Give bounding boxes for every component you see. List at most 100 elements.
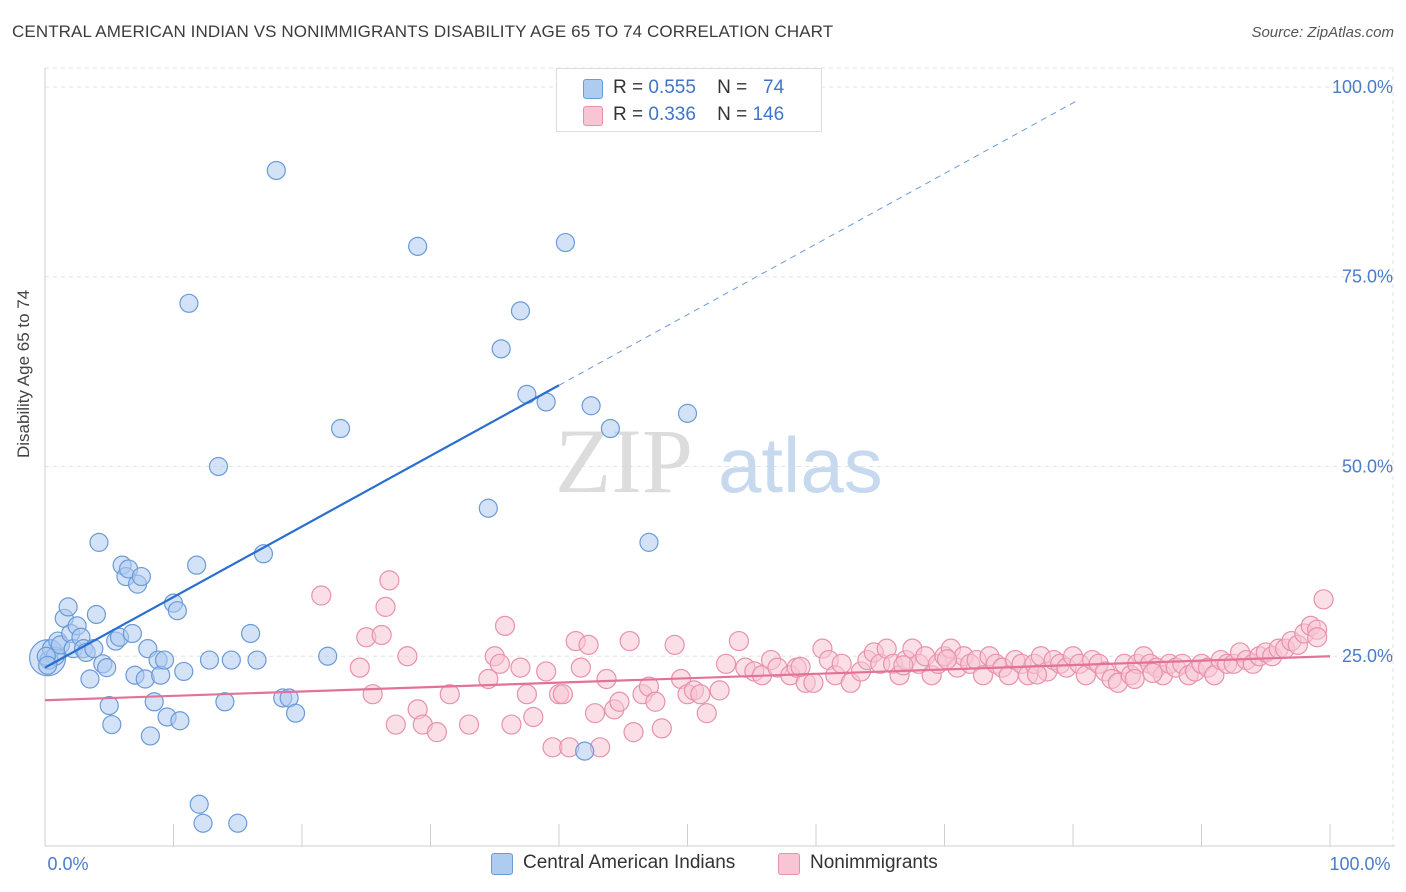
central-american-indians-point xyxy=(408,236,428,256)
chart-title: CENTRAL AMERICAN INDIAN VS NONIMMIGRANTS… xyxy=(12,22,834,41)
legend-n-label: N = xyxy=(717,104,748,125)
central-american-indians-point xyxy=(581,396,601,416)
central-american-indians-point xyxy=(215,692,235,712)
nonimmigrants-point xyxy=(426,722,448,743)
central-american-indians-point xyxy=(170,711,190,731)
source-credit: Source: ZipAtlas.com xyxy=(1251,24,1394,41)
nonimmigrants-point xyxy=(439,684,460,705)
nonimmigrants-point xyxy=(311,585,332,606)
central-american-indians-point xyxy=(122,623,142,644)
central-american-indians-point xyxy=(266,160,286,181)
nonimmigrants-point xyxy=(728,630,750,652)
central-american-indians-point xyxy=(174,661,194,682)
central-american-indians-point xyxy=(193,813,213,833)
nonimmigrants-points xyxy=(311,570,1334,758)
nonimmigrants-point xyxy=(489,653,510,674)
central-american-indians-points xyxy=(28,160,698,833)
nonimmigrants-point xyxy=(349,657,370,678)
nonimmigrants-point xyxy=(501,714,522,735)
central-american-indians-point xyxy=(154,650,175,670)
central-american-indians-point xyxy=(318,646,338,666)
nonimmigrants-point xyxy=(651,718,672,739)
central-american-indians-point xyxy=(600,418,621,439)
legend-r-value-2: 0.336 xyxy=(648,104,696,125)
tick-labels: 25.0% 50.0% 75.0% 100.0% 0.0% 100.0% xyxy=(47,77,1393,874)
legend-swatch-pink xyxy=(583,106,603,126)
nonimmigrants-point xyxy=(536,661,557,682)
central-american-indians-point xyxy=(208,456,229,477)
central-american-indians-point xyxy=(677,403,698,423)
central-american-indians-point xyxy=(99,695,119,716)
bottom-legend-swatch-pink xyxy=(778,853,800,875)
nonimmigrants-point xyxy=(596,668,617,690)
nonimmigrants-point xyxy=(458,714,480,735)
nonimmigrants-point xyxy=(362,684,383,705)
central-american-indians-point xyxy=(86,604,107,625)
nonimmigrants-point xyxy=(371,624,392,646)
central-american-indians-point xyxy=(247,650,267,670)
nonimmigrants-point xyxy=(709,680,730,701)
central-american-indians-point xyxy=(131,566,151,587)
nonimmigrants-point xyxy=(609,691,630,712)
nonimmigrants-point xyxy=(385,714,406,735)
y-tick-label: 75.0% xyxy=(1342,267,1393,287)
bottom-legend-label-2: Nonimmigrants xyxy=(810,852,938,873)
watermark-atlas: atlas xyxy=(718,421,883,509)
legend-swatch-blue xyxy=(583,79,603,99)
y-axis-label: Disability Age 65 to 74 xyxy=(14,289,33,458)
nonimmigrants-point xyxy=(619,630,640,652)
x-tick-label: 0.0% xyxy=(47,854,88,874)
nonimmigrants-point xyxy=(510,657,531,678)
trend-lines xyxy=(44,98,1331,702)
legend-r-label: R = xyxy=(613,77,644,98)
central-american-indians-trend-line xyxy=(44,384,560,669)
nonimmigrants-point xyxy=(1313,589,1334,610)
central-american-indians-point xyxy=(189,794,209,814)
nonimmigrants-point xyxy=(790,656,811,677)
nonimmigrants-point xyxy=(664,634,685,655)
central-american-indians-point xyxy=(510,301,531,321)
nonimmigrants-point xyxy=(645,691,666,712)
central-american-indians-point xyxy=(555,232,576,253)
central-american-indians-point xyxy=(330,418,351,439)
nonimmigrants-point xyxy=(623,722,644,743)
central-american-indians-point xyxy=(491,339,511,359)
watermark-zip: ZIP xyxy=(555,410,693,512)
central-american-indians-point xyxy=(478,498,498,518)
central-american-indians-point xyxy=(140,726,160,746)
nonimmigrants-point xyxy=(570,657,591,678)
nonimmigrants-point xyxy=(379,570,400,591)
nonimmigrants-point xyxy=(715,653,737,674)
central-american-indians-point xyxy=(89,532,109,552)
nonimmigrants-point xyxy=(1307,627,1328,648)
central-american-indians-point xyxy=(58,597,78,617)
nonimmigrants-point xyxy=(516,684,537,705)
nonimmigrants-point xyxy=(972,665,994,686)
central-american-indians-point xyxy=(228,813,248,833)
central-american-indians-point xyxy=(221,650,241,670)
central-american-indians-point xyxy=(285,703,306,723)
x-tick-label: 100.0% xyxy=(1329,854,1390,874)
nonimmigrants-point xyxy=(936,649,958,670)
central-american-indians-point xyxy=(179,293,199,313)
central-american-indians-point xyxy=(167,601,187,621)
nonimmigrants-point xyxy=(1026,664,1048,685)
correlation-legend: R = 0.555 N = 74 R = 0.336 N = 146 xyxy=(556,68,822,132)
nonimmigrants-point xyxy=(375,596,396,618)
nonimmigrants-point xyxy=(803,672,824,693)
central-american-indians-point xyxy=(199,650,220,670)
legend-r-value-1: 0.555 xyxy=(648,77,696,98)
nonimmigrants-point xyxy=(397,646,418,667)
nonimmigrants-point xyxy=(690,684,711,705)
legend-n-label: N = xyxy=(717,77,748,98)
nonimmigrants-point xyxy=(1124,668,1145,690)
central-american-indians-point xyxy=(639,532,659,552)
y-tick-label: 100.0% xyxy=(1332,77,1393,97)
central-american-indians-point xyxy=(80,669,100,689)
central-american-indians-point xyxy=(102,714,122,735)
central-american-indians-point xyxy=(97,658,117,678)
axes xyxy=(44,68,1395,847)
legend-r-label: R = xyxy=(613,104,644,125)
nonimmigrants-point xyxy=(552,684,573,705)
